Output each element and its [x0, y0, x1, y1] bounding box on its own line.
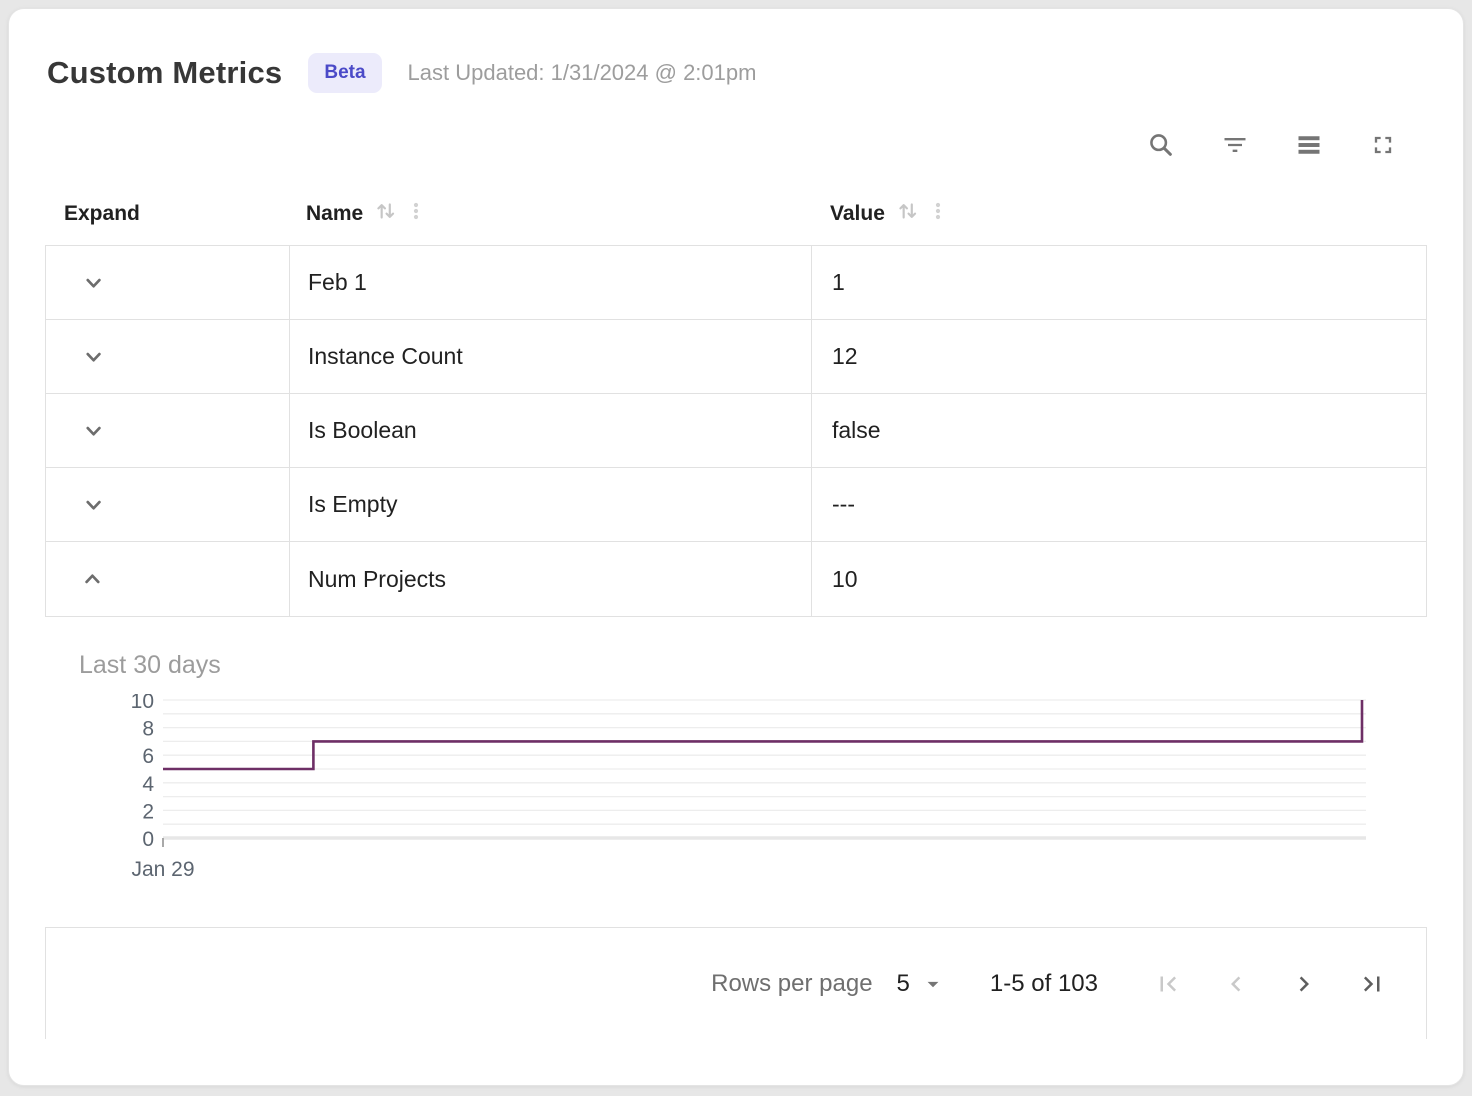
column-label: Name — [306, 202, 364, 225]
metric-value-cell: 1 — [832, 269, 845, 295]
metric-name-cell: Feb 1 — [290, 246, 812, 319]
expand-row-button[interactable] — [76, 340, 110, 374]
column-label: Value — [830, 202, 885, 225]
rows-per-page-label: Rows per page — [711, 969, 873, 997]
rows-per-page-select[interactable]: 5 — [897, 970, 946, 998]
metric-chart: 10 8 6 4 2 0 Jan 29 — [131, 690, 1366, 881]
metric-value-cell: 10 — [832, 565, 858, 592]
sort-icon[interactable] — [373, 198, 399, 230]
filter-icon — [1221, 131, 1249, 159]
next-page-button[interactable] — [1280, 960, 1328, 1008]
page-title: Custom Metrics — [47, 55, 283, 90]
table-header-row: Expand Name Value — [9, 183, 1463, 245]
search-button[interactable] — [1145, 129, 1177, 161]
rows-per-page-value: 5 — [896, 969, 910, 997]
table-row: Instance Count 12 — [46, 320, 1426, 394]
sort-icon[interactable] — [895, 198, 921, 230]
previous-page-button[interactable] — [1212, 960, 1260, 1008]
expand-row-button[interactable] — [76, 266, 110, 300]
svg-text:8: 8 — [142, 718, 154, 741]
chevron-down-icon — [86, 500, 101, 510]
expanded-row-detail-panel: Last 30 days 10 8 6 4 2 0 Jan 29 — [9, 617, 1463, 897]
first-page-icon — [1153, 969, 1183, 999]
page-range-label: 1-5 of 103 — [989, 969, 1098, 997]
column-label: Expand — [64, 202, 140, 225]
table-row: Is Boolean false — [46, 394, 1426, 468]
chevron-down-icon — [86, 352, 101, 362]
metric-value-cell: 12 — [832, 343, 858, 369]
beta-badge: Beta — [308, 53, 382, 93]
pager-controls — [1124, 960, 1396, 1008]
svg-text:6: 6 — [142, 745, 154, 768]
dropdown-arrow-icon — [920, 971, 946, 997]
column-header-value: Value — [811, 198, 1427, 230]
column-header-expand: Expand — [45, 202, 289, 226]
svg-text:0: 0 — [142, 828, 154, 851]
svg-text:4: 4 — [142, 773, 154, 796]
metric-value-cell: --- — [832, 491, 855, 517]
density-icon — [1295, 131, 1323, 159]
filter-button[interactable] — [1219, 129, 1251, 161]
metric-name-cell: Num Projects — [290, 542, 812, 616]
metric-name-cell: Instance Count — [290, 320, 812, 393]
search-icon — [1147, 131, 1175, 159]
chevron-left-icon — [1221, 969, 1251, 999]
chart-title: Last 30 days — [79, 651, 221, 679]
last-page-button[interactable] — [1348, 960, 1396, 1008]
header: Custom Metrics Beta Last Updated: 1/31/2… — [9, 9, 1463, 93]
last-updated-text: Last Updated: 1/31/2024 @ 2:01pm — [407, 60, 757, 85]
column-header-name: Name — [289, 198, 811, 230]
collapse-row-button[interactable] — [76, 562, 110, 596]
svg-text:2: 2 — [142, 800, 154, 823]
fullscreen-button[interactable] — [1367, 129, 1399, 161]
table-toolbar — [9, 93, 1463, 161]
chevron-up-icon — [85, 574, 100, 584]
custom-metrics-card: Custom Metrics Beta Last Updated: 1/31/2… — [8, 8, 1464, 1086]
svg-text:Jan 29: Jan 29 — [131, 858, 194, 881]
table-row: Is Empty --- — [46, 468, 1426, 542]
last-page-icon — [1357, 969, 1387, 999]
svg-text:10: 10 — [131, 694, 154, 713]
column-menu-icon[interactable] — [405, 198, 427, 230]
expand-row-button[interactable] — [76, 488, 110, 522]
density-button[interactable] — [1293, 129, 1325, 161]
chevron-right-icon — [1289, 969, 1319, 999]
column-menu-icon[interactable] — [927, 198, 949, 230]
table-body: Feb 1 1 Instance Count 12 Is Boolean fal… — [45, 245, 1427, 617]
chevron-down-icon — [86, 426, 101, 436]
table-row: Feb 1 1 — [46, 246, 1426, 320]
metric-value-cell: false — [832, 417, 881, 443]
metric-name-cell: Is Boolean — [290, 394, 812, 467]
first-page-button[interactable] — [1144, 960, 1192, 1008]
table-row: Num Projects 10 — [46, 542, 1426, 616]
fullscreen-icon — [1369, 131, 1397, 159]
chevron-down-icon — [86, 278, 101, 288]
metric-name-cell: Is Empty — [290, 468, 812, 541]
expand-row-button[interactable] — [76, 414, 110, 448]
pagination-footer: Rows per page 5 1-5 of 103 — [45, 927, 1427, 1039]
